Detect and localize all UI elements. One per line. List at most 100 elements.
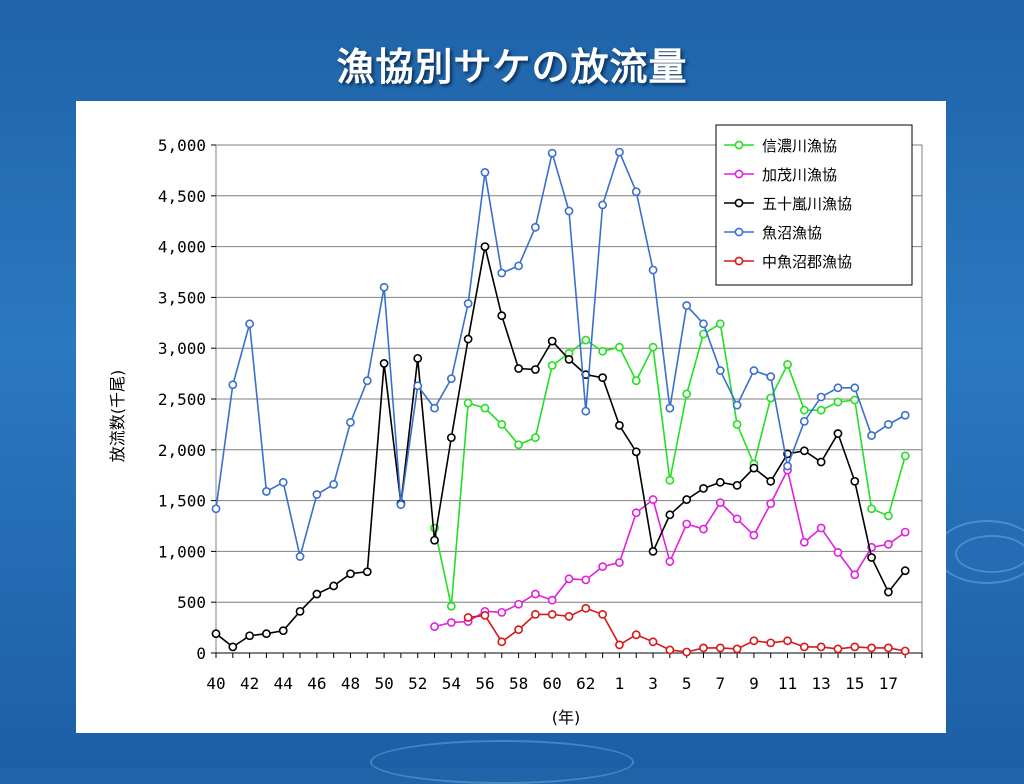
- data-point: [295, 606, 305, 616]
- legend-swatch-marker: [734, 198, 744, 208]
- slide-title: 漁協別サケの放流量: [336, 45, 688, 89]
- x-tick-label: 62: [576, 674, 595, 693]
- data-point: [715, 477, 725, 487]
- data-point: [715, 319, 725, 329]
- x-tick-label: 48: [341, 674, 360, 693]
- y-tick-label: 2,500: [158, 390, 206, 409]
- legend-label: 五十嵐川漁協: [762, 195, 852, 213]
- series-line: [215, 246, 906, 648]
- data-point: [211, 629, 221, 639]
- data-point: [530, 589, 540, 599]
- legend-swatch-marker: [734, 140, 744, 150]
- data-point: [446, 618, 456, 627]
- data-point: [547, 361, 557, 370]
- legend-label: 信濃川漁協: [762, 137, 837, 155]
- data-point: [581, 603, 591, 613]
- data-point: [665, 645, 675, 655]
- data-point: [463, 398, 473, 408]
- data-point: [564, 612, 574, 621]
- x-tick-label: 11: [778, 674, 797, 693]
- data-point: [446, 601, 456, 611]
- data-point: [278, 477, 288, 487]
- x-tick-label: 60: [543, 674, 562, 693]
- data-point: [362, 567, 372, 577]
- series-信濃川漁協: [430, 319, 910, 611]
- data-point: [766, 372, 776, 382]
- series-魚沼漁協: [211, 147, 910, 561]
- data-point: [480, 611, 490, 620]
- data-point: [648, 265, 658, 275]
- data-point: [833, 548, 843, 557]
- data-point: [631, 630, 641, 640]
- x-tick-label: 52: [408, 674, 427, 693]
- data-point: [799, 405, 809, 415]
- data-point: [547, 148, 557, 158]
- data-point: [799, 446, 809, 456]
- legend-label: 魚沼漁協: [762, 224, 822, 242]
- data-point: [262, 487, 271, 496]
- data-point: [396, 500, 406, 510]
- data-point: [883, 587, 893, 597]
- data-point: [530, 222, 540, 232]
- data-point: [413, 381, 423, 391]
- data-point: [446, 374, 456, 384]
- data-point: [799, 537, 809, 547]
- data-point: [816, 392, 826, 402]
- data-point: [699, 643, 708, 653]
- data-point: [665, 403, 675, 413]
- data-point: [883, 511, 893, 521]
- data-point: [900, 566, 910, 576]
- data-point: [312, 490, 322, 499]
- data-point: [598, 373, 608, 383]
- data-point: [732, 514, 742, 524]
- data-point: [682, 647, 692, 657]
- data-point: [900, 451, 910, 461]
- x-tick-label: 44: [274, 674, 293, 693]
- data-point: [766, 476, 776, 486]
- data-point: [564, 574, 574, 584]
- data-point: [329, 581, 339, 591]
- series-加茂川漁協: [430, 465, 910, 631]
- data-point: [514, 599, 523, 609]
- data-point: [816, 457, 826, 467]
- data-point: [682, 519, 692, 529]
- series-中魚沼郡漁協: [463, 603, 910, 657]
- data-point: [362, 376, 372, 386]
- series-五十嵐川漁協: [211, 242, 910, 652]
- x-tick-label: 15: [845, 674, 864, 693]
- data-point: [766, 499, 776, 509]
- y-tick-label: 1,000: [158, 542, 206, 561]
- data-point: [682, 495, 692, 504]
- data-point: [648, 495, 658, 504]
- data-point: [699, 524, 708, 534]
- data-point: [699, 484, 708, 493]
- data-point: [262, 629, 271, 639]
- data-point: [211, 504, 221, 514]
- ripple-decoration: [935, 520, 1024, 584]
- y-tick-label: 0: [196, 644, 206, 663]
- data-point: [783, 461, 792, 471]
- data-point: [715, 498, 725, 508]
- data-point: [463, 613, 473, 622]
- data-point: [648, 546, 658, 556]
- series-lines: [211, 147, 910, 657]
- data-point: [833, 397, 843, 407]
- x-tick-label: 54: [442, 674, 461, 693]
- data-point: [379, 282, 389, 292]
- data-point: [463, 299, 473, 308]
- data-point: [547, 595, 557, 605]
- data-point: [631, 187, 641, 197]
- data-point: [312, 589, 322, 599]
- data-point: [564, 354, 574, 364]
- legend-label: 加茂川漁協: [762, 166, 837, 184]
- y-tick-label: 3,000: [158, 339, 206, 358]
- x-tick-label: 5: [682, 674, 692, 693]
- y-tick-label: 4,500: [158, 187, 206, 206]
- data-point: [816, 523, 826, 533]
- data-point: [329, 479, 339, 489]
- data-point: [497, 311, 507, 321]
- data-point: [867, 643, 876, 653]
- data-point: [514, 364, 523, 373]
- data-point: [799, 642, 809, 652]
- data-point: [749, 366, 759, 375]
